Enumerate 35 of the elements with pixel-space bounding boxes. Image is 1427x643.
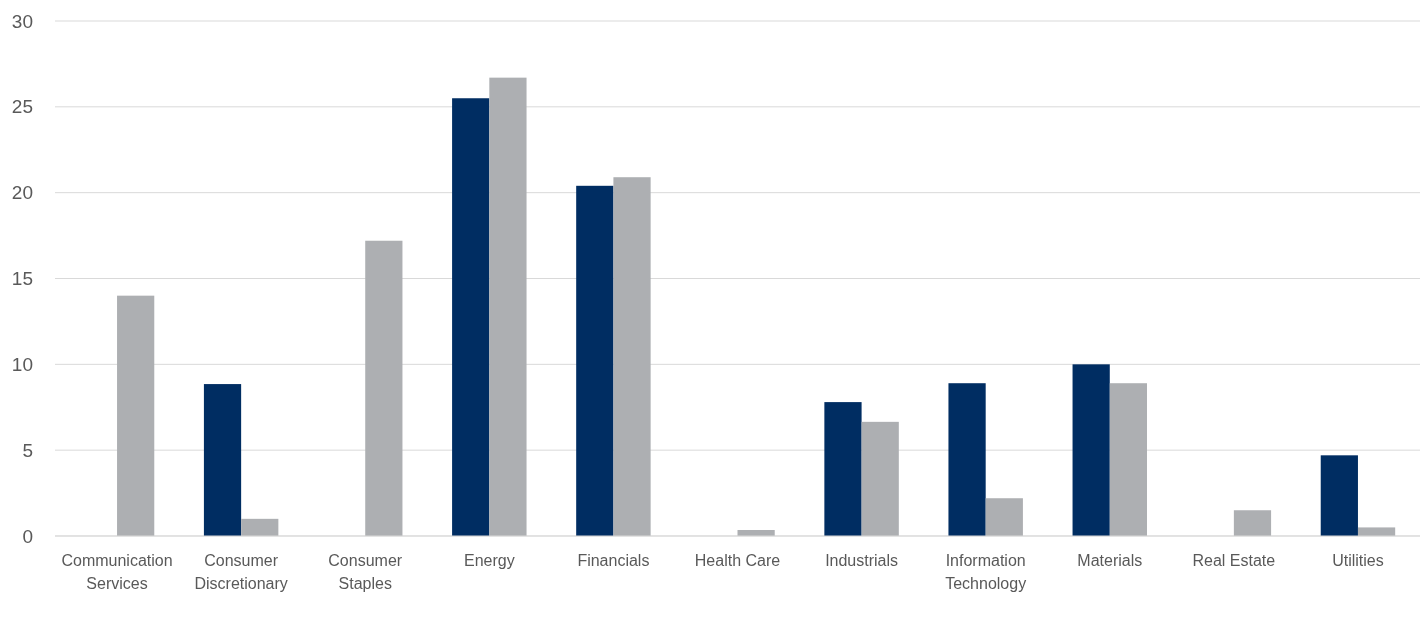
x-tick-label: Real Estate — [1192, 552, 1276, 569]
x-tick-label: Industrials — [825, 552, 899, 569]
bar — [489, 77, 527, 536]
x-tick-label: Consumer Discretionary — [194, 552, 288, 592]
bar — [948, 383, 986, 536]
bar — [1109, 383, 1147, 536]
y-tick-label: 15 — [11, 268, 33, 290]
bar — [1072, 364, 1110, 536]
y-tick-label: 10 — [11, 353, 33, 375]
y-tick-label: 20 — [11, 182, 33, 204]
bar — [1320, 455, 1358, 536]
x-tick-label: Health Care — [694, 552, 781, 569]
x-tick-label: Financials — [577, 552, 650, 569]
y-tick-label: 5 — [22, 439, 33, 461]
bar — [241, 518, 279, 536]
bar — [452, 98, 490, 536]
y-tick-label: 30 — [11, 10, 33, 32]
x-tick-label: Consumer Staples — [328, 552, 403, 592]
y-tick-label: 25 — [11, 96, 33, 118]
bar — [613, 177, 651, 536]
bar — [203, 384, 242, 536]
x-tick-label: Information Technology — [945, 552, 1027, 592]
x-tick-label: Utilities — [1332, 552, 1384, 569]
bar — [1233, 510, 1272, 536]
bar — [117, 295, 155, 536]
bar — [1357, 527, 1396, 536]
bar — [824, 402, 862, 536]
x-tick-label: Materials — [1077, 552, 1143, 569]
x-tick-label: Communication Services — [61, 552, 173, 592]
bar — [985, 498, 1023, 536]
bar — [861, 421, 899, 536]
x-tick-label: Energy — [463, 552, 515, 569]
y-tick-label: 0 — [22, 525, 33, 547]
bar — [365, 240, 403, 536]
bar — [576, 185, 614, 536]
